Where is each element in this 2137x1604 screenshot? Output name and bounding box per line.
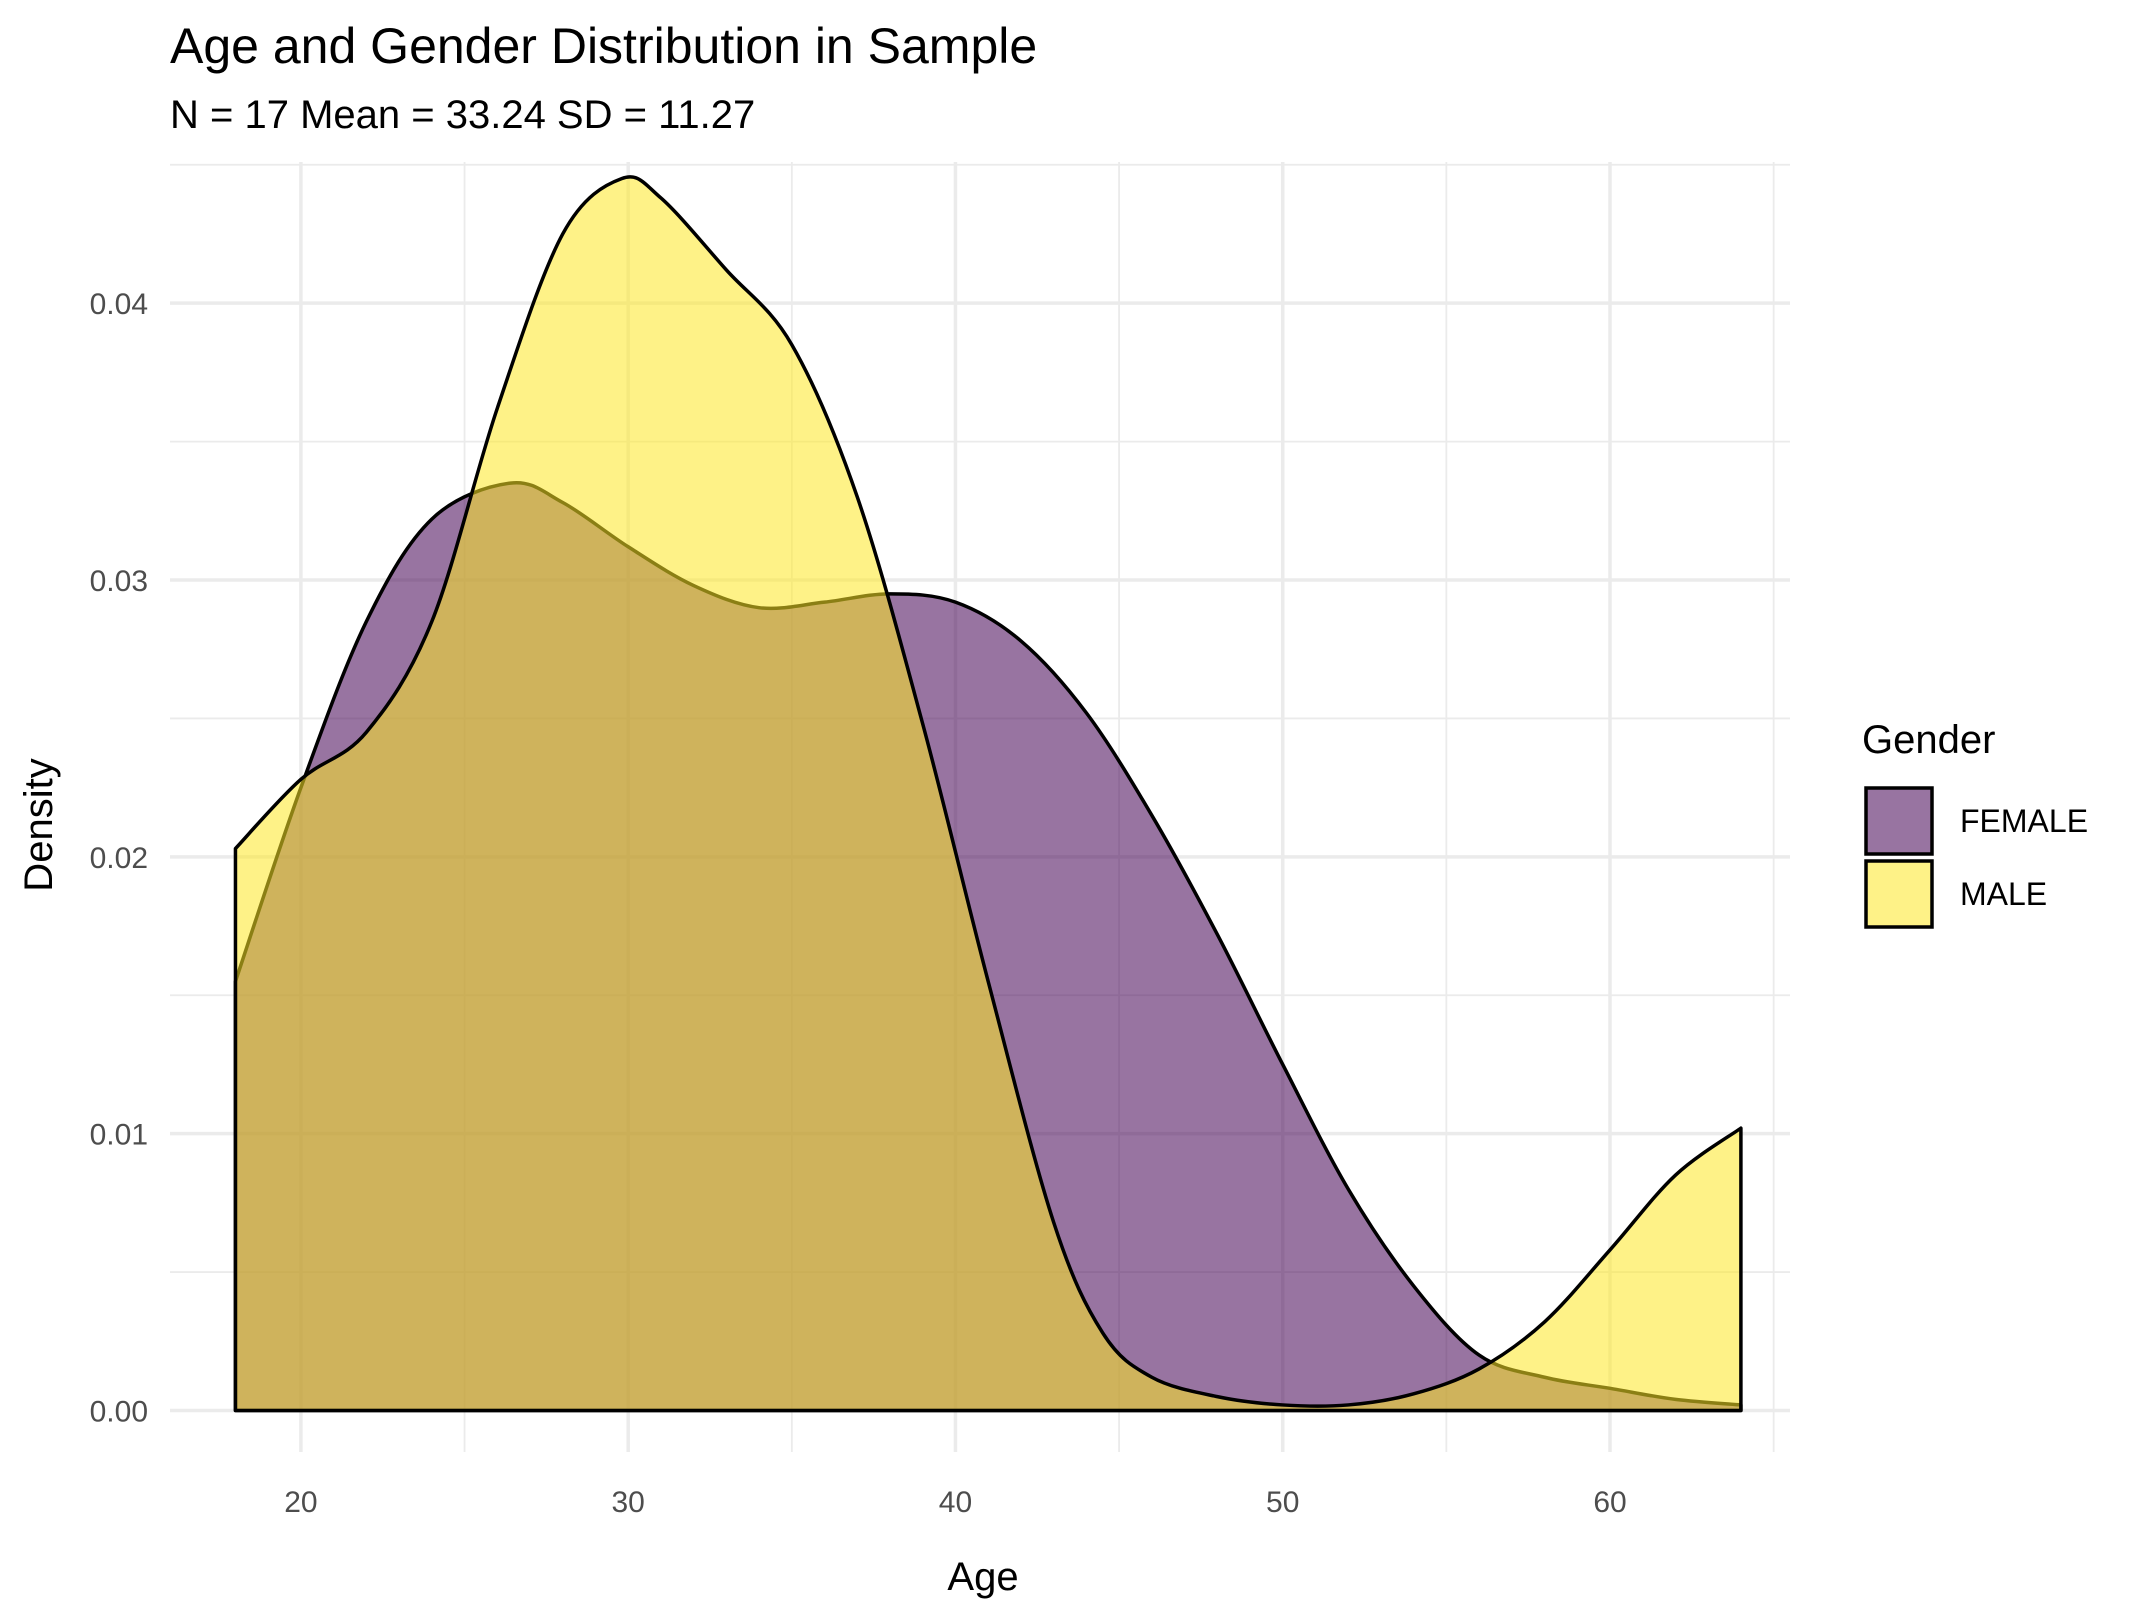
legend-swatch-male [1864,859,1934,929]
x-axis-title: Age [947,1555,1018,1599]
x-tick-label: 40 [939,1486,972,1519]
density-area-male [233,175,1743,1413]
legend-label-female: FEMALE [1960,803,2088,839]
legend: Gender FEMALE MALE [1862,718,2088,929]
x-tick-labels: 20 30 40 50 60 [284,1486,1626,1519]
density-areas [233,175,1743,1413]
legend-title: Gender [1862,718,1995,762]
legend-swatch-female [1864,786,1934,856]
y-axis-title: Density [17,758,61,891]
y-tick-label: 0.03 [90,565,148,598]
x-tick-label: 50 [1266,1486,1299,1519]
chart-title: Age and Gender Distribution in Sample [170,18,1037,74]
y-tick-label: 0.04 [90,288,148,321]
x-tick-label: 20 [284,1486,317,1519]
y-tick-label: 0.02 [90,842,148,875]
legend-label-male: MALE [1960,876,2047,912]
y-tick-label: 0.00 [90,1395,148,1428]
legend-items: FEMALE MALE [1864,786,2088,929]
y-tick-labels: 0.00 0.01 0.02 0.03 0.04 [90,288,148,1428]
x-tick-label: 60 [1593,1486,1626,1519]
y-tick-label: 0.01 [90,1119,148,1152]
chart-subtitle: N = 17 Mean = 33.24 SD = 11.27 [170,93,755,137]
x-tick-label: 30 [611,1486,644,1519]
